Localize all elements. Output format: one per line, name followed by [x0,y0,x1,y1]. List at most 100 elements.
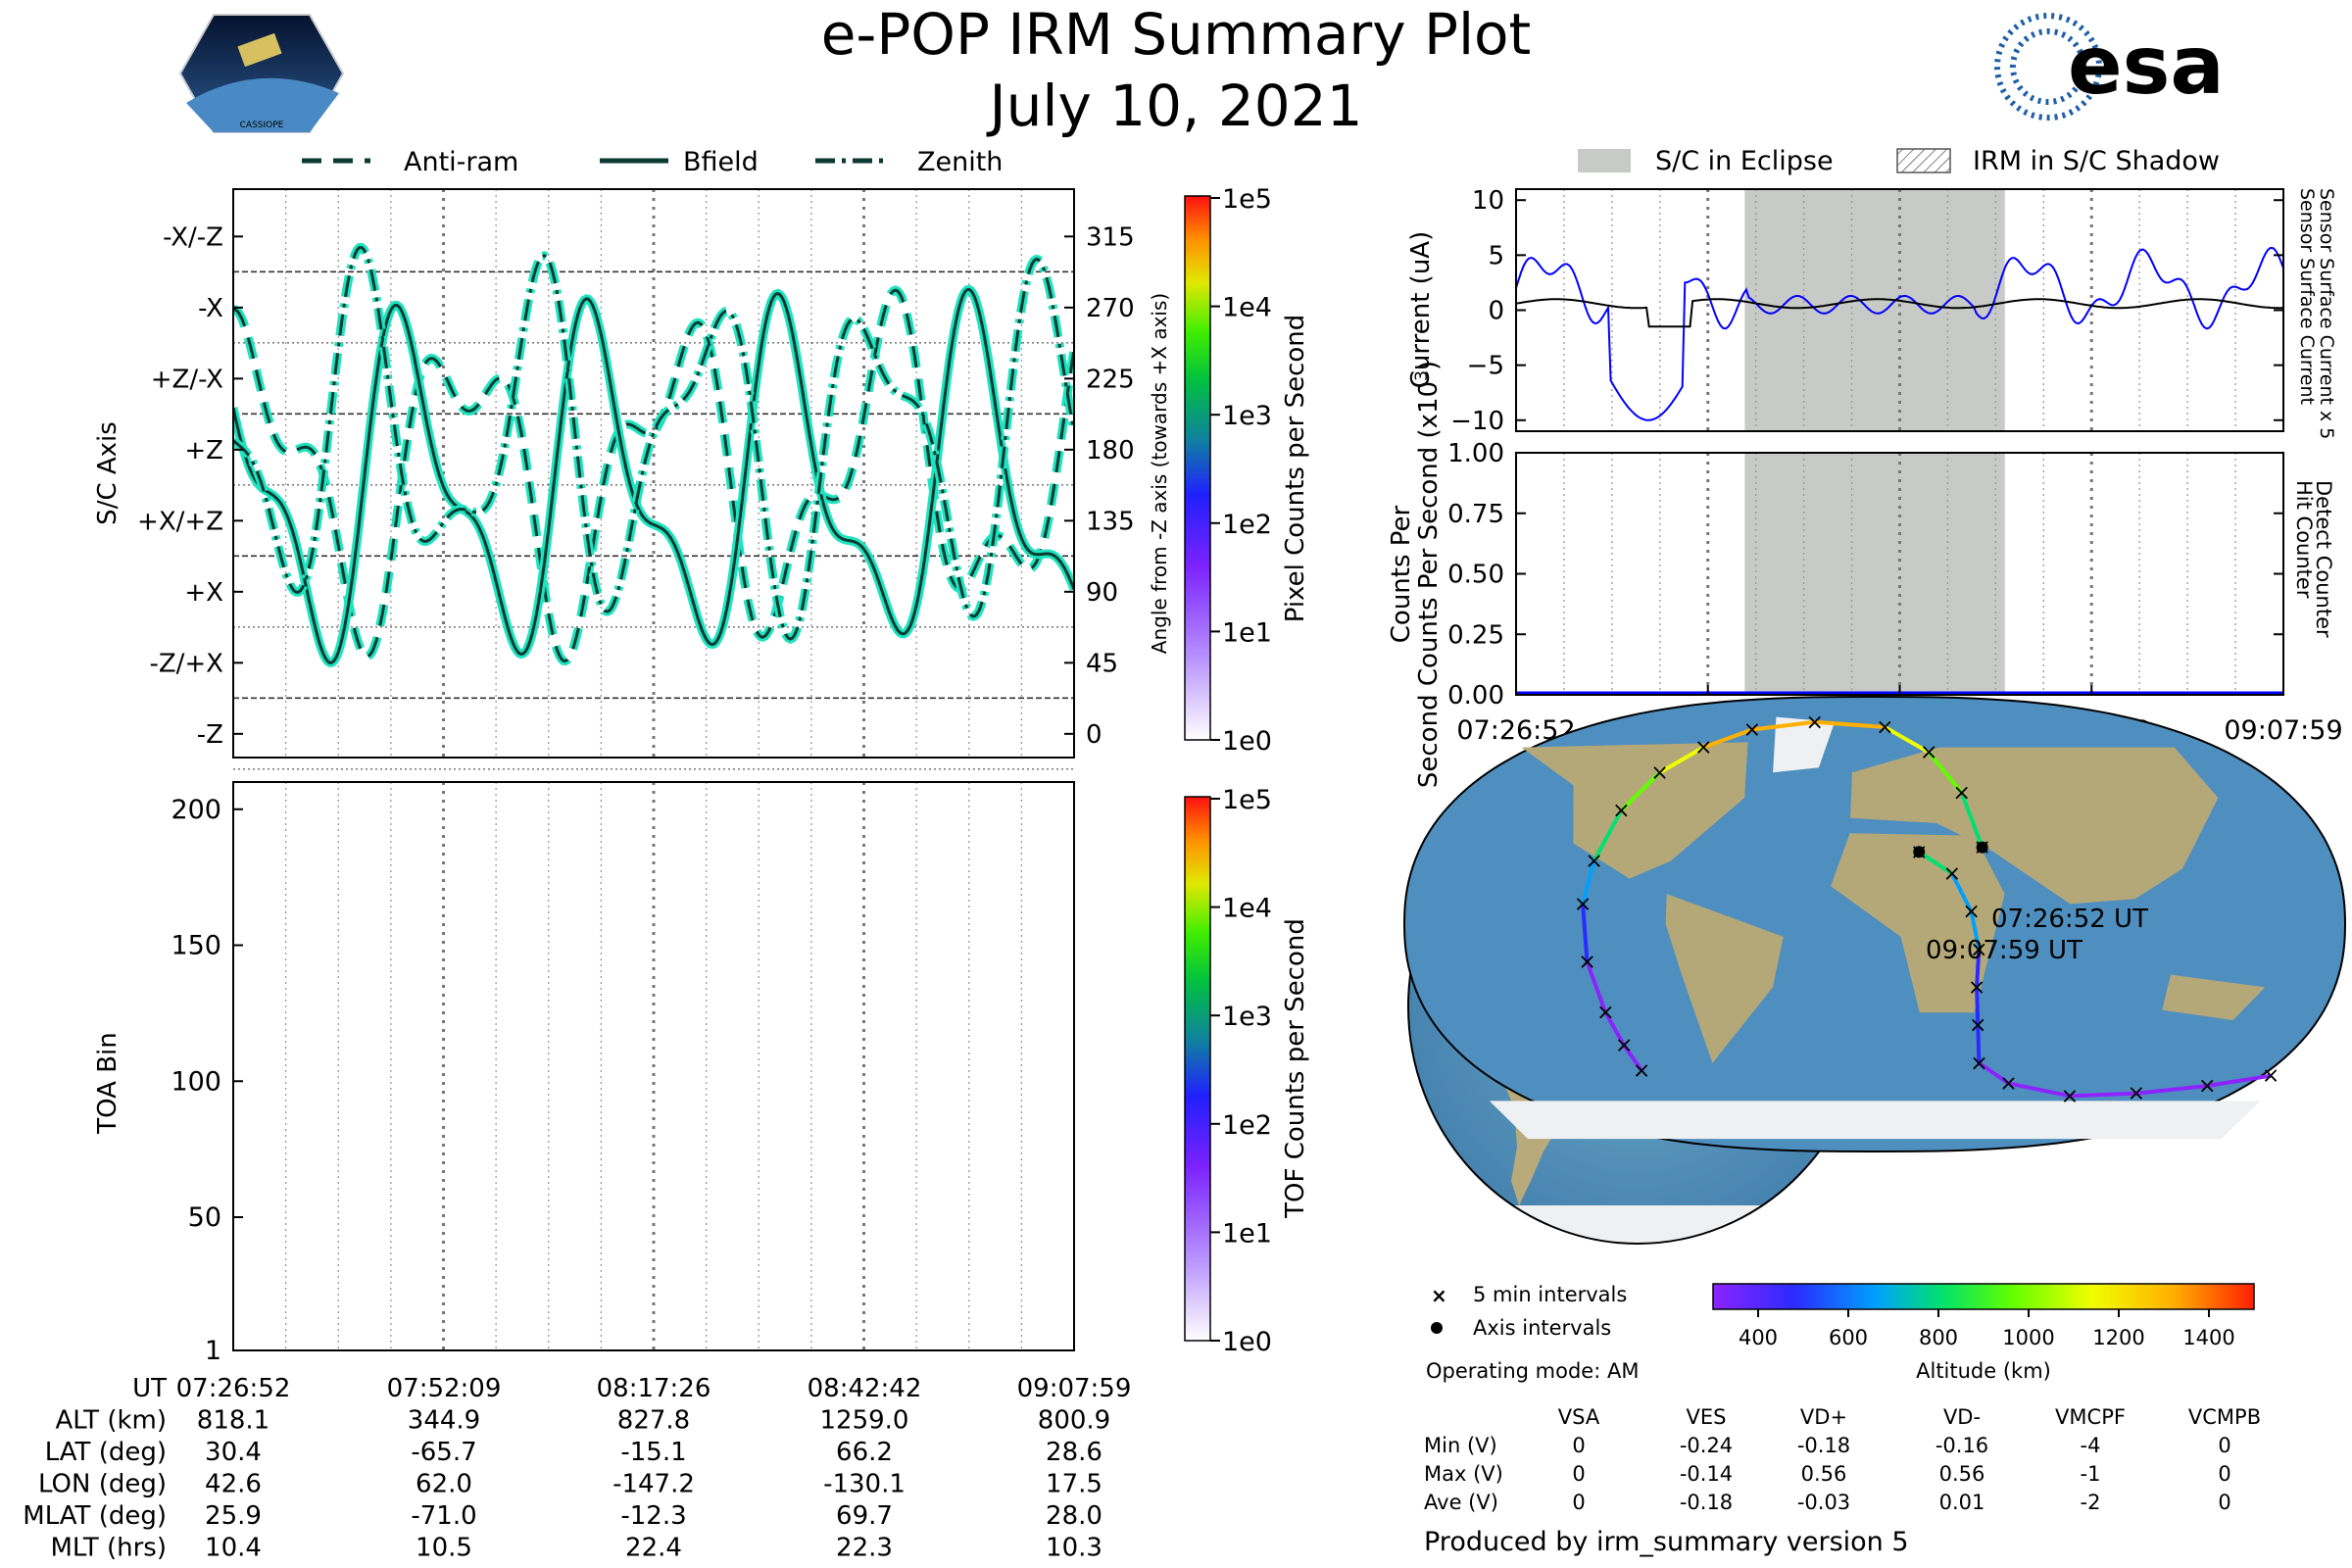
info-cell: 1259.0 [820,1406,909,1436]
orbit-track-segment [1702,727,1753,750]
orbit-track-segment [2206,1073,2272,1088]
info-cell: 08:17:26 [597,1374,711,1403]
info-row-label: ALT (km) [55,1406,167,1436]
counts-ylabel-2: Second Counts Per Second (x103) [1412,361,1444,788]
info-cell: 07:26:52 [176,1374,291,1403]
sc-axis-ylabel-right: Angle from -Z axis (towards +X axis) [1148,293,1171,654]
map-landmass [1773,716,1836,773]
toa-ticks: 200 150 100 50 1 [171,795,243,1366]
voltage-header: VD+ [1800,1405,1847,1429]
orbit-track-segment [1619,770,1662,812]
voltage-header: VD- [1943,1405,1981,1429]
counts-ylabel-main: Counts Per Second (x10 [1414,381,1444,686]
voltage-table: VSA VES VD+ VD- VMCPF VCMPB Min (V) 0 -0.24 -0.18… [1424,1405,2261,1514]
map-landmass [2162,974,2266,1020]
voltage-row-label: Max (V) [1424,1462,1503,1486]
colorbar-tick-label: 1e2 [1222,510,1272,540]
eclipse-band-counts [1744,453,2005,695]
colorbar-tick-label: 1e0 [1222,726,1272,757]
info-row-label: MLT (hrs) [51,1534,168,1563]
info-cell: -65.7 [411,1438,476,1467]
voltage-header: VCMPB [2188,1405,2261,1429]
footer-credit: Produced by irm_summary version 5 [1424,1527,1909,1557]
current-right-label-blue: Sensor Surface Current x 5 [2316,188,2337,439]
colorbar-tick-label: 1e3 [1222,1002,1272,1032]
orbit-track-segment [1884,725,1931,755]
current-tick-label: 5 [1488,241,1504,270]
sc-axis-tick-label: +X/+Z [137,507,223,536]
info-cell: 07:52:09 [387,1374,502,1403]
toa-frame [232,781,1075,1351]
angle-tick-label: 90 [1086,578,1118,608]
altitude-colorbar: 400 600 800 1000 1200 1400 Altitude (km) [1712,1283,2255,1383]
counts-ylabel: Counts Per Second Counts Per Second (x10… [1387,361,1444,788]
altitude-tick-label: 1400 [2182,1326,2234,1349]
sensor-current-x5-line [1515,246,2284,421]
voltage-cell: -0.18 [1680,1491,1733,1514]
toa-tick-label: 100 [171,1066,221,1097]
counts-tick-label: 0.50 [1447,561,1504,590]
colorbar-tick-label: 1e1 [1222,617,1272,648]
info-cell: 22.4 [625,1534,682,1563]
info-cell: 09:07:59 [1017,1374,1132,1403]
map-legend: × 5 min intervals Axis intervals Operati… [1426,1283,1639,1383]
pixel-colorbar: 1e5 1e4 1e3 1e2 1e1 1e0 Pixel Counts per Seco… [1184,184,1310,757]
orbit-track-segment [2135,1083,2208,1096]
axis-legend: Anti-ram Bfield Zenith [302,147,1003,177]
counts-tick-label: 1.00 [1447,439,1504,468]
plot-date: July 10, 2021 [986,73,1362,139]
voltage-row-label: Min (V) [1424,1434,1497,1457]
info-cell: 30.4 [205,1438,262,1467]
info-cell: 10.4 [205,1534,262,1563]
five-min-marker: × [1952,781,1970,806]
info-cell: -15.1 [620,1438,686,1467]
tof-colorbar: 1e5 1e4 1e3 1e2 1e1 1e0 TOF Counts per Second [1184,785,1310,1357]
five-min-marker: × [1585,850,1602,874]
voltage-cell: 0.56 [1801,1462,1847,1486]
five-min-marker-icon: × [1431,1284,1447,1307]
angle-tick-label: 270 [1086,294,1135,323]
five-min-marker: × [1612,799,1630,823]
info-row-label: LON (deg) [38,1470,167,1499]
voltage-cell: 0 [1572,1491,1585,1514]
sc-axis-ticks: -X/-Z 315 -X 270 +Z/-X 225 +Z 180 +X/+Z 135 +X 90 -Z… [137,222,1135,750]
colorbar-tick-label: 1e4 [1222,293,1272,323]
info-cell: 827.8 [617,1406,690,1436]
five-min-marker: × [2128,1082,2145,1106]
legend-eclipse: S/C in Eclipse [1655,146,1834,176]
toa-panel: 200 150 100 50 1 TOA Bin [93,781,1075,1366]
five-min-marker: × [1574,892,1592,916]
voltage-cell: 0 [2218,1434,2230,1457]
five-min-marker: × [1578,951,1595,975]
colorbar-tick-label: 1e1 [1222,1218,1272,1249]
voltage-row-label: Ave (V) [1424,1491,1498,1514]
colorbar-tick-label: 1e4 [1222,894,1272,924]
axis-interval-marker [1913,846,1926,858]
sc-axis-tick-label: -X [198,294,223,323]
legend-shadow: IRM in S/C Shadow [1973,146,2220,176]
counts-tick-label: 0.00 [1447,681,1504,710]
map-landmass [1521,742,1748,879]
colorbar-tick-label: 1e5 [1222,184,1272,215]
voltage-cell: -0.14 [1680,1462,1733,1486]
altitude-colorbar-label: Altitude (km) [1916,1359,2051,1383]
esa-logo: esa [1994,13,2225,121]
info-cell: 22.3 [836,1534,893,1563]
voltage-cell: -1 [2081,1462,2101,1486]
legend-eclipse-swatch [1578,149,1631,172]
voltage-cell: 0.01 [1939,1491,1985,1514]
angle-tick-label: 0 [1086,720,1102,750]
orbit-info-table: UT 07:26:52 07:52:09 08:17:26 08:42:42 09:07:… [23,1374,1131,1563]
orbit-track-segment [1581,904,1590,962]
counts-right-label-blue: Detect Counter [2312,480,2335,638]
info-cell: -130.1 [823,1470,906,1499]
five-min-marker: × [1962,900,1980,924]
info-cell: 66.2 [836,1438,893,1467]
five-min-marker: × [2198,1074,2216,1099]
altitude-tick-label: 1200 [2092,1326,2144,1349]
voltage-cell: -2 [2081,1491,2101,1514]
five-min-marker: × [1615,1034,1633,1058]
five-min-marker: × [2262,1064,2279,1089]
info-cell: 800.9 [1038,1406,1110,1436]
angle-tick-label: 180 [1086,436,1135,466]
